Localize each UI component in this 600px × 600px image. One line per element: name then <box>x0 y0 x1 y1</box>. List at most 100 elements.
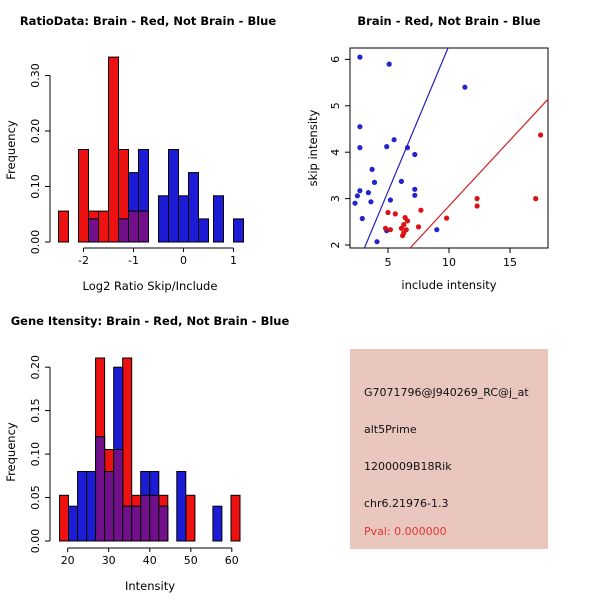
hist-bar-blue <box>86 471 97 542</box>
intensity-scatter-xlabel: include intensity <box>401 278 496 292</box>
scatter-point-blue <box>462 84 468 90</box>
hist-bar-red <box>98 210 109 243</box>
scatter-point-blue <box>387 197 393 203</box>
hist-bar-blue <box>178 195 189 243</box>
scatter-point-blue <box>404 145 411 151</box>
y-tick-label: 0.05 <box>29 485 42 510</box>
hist-bar-overlap <box>128 210 139 243</box>
hist-bar-overlap <box>140 494 151 542</box>
x-tick-label: 50 <box>184 554 198 567</box>
x-tick-label: 15 <box>503 256 517 269</box>
pval-text: Pval: 0.000000 <box>364 525 447 538</box>
scatter-point-blue <box>398 178 404 184</box>
intensity-scatter-plot-area: 5 10 15 2 3 4 5 6 <box>329 47 549 269</box>
ratio-histogram-xlabel: Log2 Ratio Skip/Include <box>83 279 218 293</box>
scatter-point-red <box>402 215 408 221</box>
hist-bar-red <box>108 56 119 243</box>
x-tick-label: 5 <box>385 256 392 269</box>
intensity-scatter-title: Brain - Red, Not Brain - Blue <box>357 14 540 28</box>
hist-bar-overlap <box>131 505 142 542</box>
hist-bar-red <box>185 494 196 542</box>
info-panel: G7071796@J940269_RC@j_at alt5Prime 12000… <box>300 300 600 600</box>
x-tick-label: -2 <box>78 254 89 267</box>
scatter-point-blue <box>359 215 365 222</box>
scatter-point-red <box>382 225 389 231</box>
scatter-point-red <box>401 222 407 228</box>
x-tick-label: 20 <box>61 554 75 567</box>
locus-text: chr6.21976-1.3 <box>364 497 449 510</box>
scatter-point-red <box>474 196 480 202</box>
gene-intensity-histogram-title: Gene Itensity: Brain - Red, Not Brain - … <box>11 314 290 328</box>
scatter-point-blue <box>365 190 371 196</box>
hist-bar-overlap <box>88 218 99 243</box>
y-tick-label: 0.00 <box>29 529 42 554</box>
y-tick-label: 0.20 <box>29 119 42 144</box>
hist-bar-blue <box>233 218 244 243</box>
y-tick-label: 0.20 <box>29 355 42 380</box>
hist-bar-blue <box>188 172 199 243</box>
scatter-point-blue <box>352 200 358 206</box>
x-tick-label: 1 <box>230 254 237 267</box>
gene-intensity-histogram-xlabel: Intensity <box>125 579 175 593</box>
x-tick-label: -1 <box>128 254 139 267</box>
gene-name-text: 1200009B18Rik <box>364 460 452 473</box>
probe-id-text: G7071796@J940269_RC@j_at <box>364 386 529 399</box>
hist-bar-overlap <box>113 449 124 542</box>
hist-bar-blue <box>213 195 224 243</box>
y-tick-label: 3 <box>329 195 342 202</box>
scatter-point-red <box>392 211 398 217</box>
hist-bar-overlap <box>138 210 149 243</box>
fit-line-brain-fit <box>409 98 549 249</box>
scatter-point-red <box>533 196 539 202</box>
ratio-histogram-chart: RatioData: Brain - Red, Not Brain - Blue… <box>4 14 277 293</box>
hist-bar-overlap <box>104 471 115 542</box>
gene-intensity-histogram-plot-area: 0.00 0.05 0.10 0.15 0.20 20 30 40 50 60 <box>29 355 241 567</box>
scatter-point-blue <box>374 239 380 245</box>
ratio-histogram-ylabel: Frequency <box>4 120 18 180</box>
y-tick-label: 0.10 <box>29 174 42 199</box>
hist-bar-blue <box>77 471 88 542</box>
scatter-point-red <box>385 209 391 216</box>
hist-bar-blue <box>212 505 223 542</box>
y-tick-label: 2 <box>329 242 342 249</box>
hist-bar-blue <box>176 471 187 542</box>
y-tick-label: 0.15 <box>29 398 42 423</box>
y-tick-label: 0.00 <box>29 230 42 255</box>
ratio-histogram-title: RatioData: Brain - Red, Not Brain - Blue <box>20 14 277 28</box>
scatter-point-blue <box>357 124 363 130</box>
y-tick-label: 5 <box>329 102 342 109</box>
hist-bar-overlap <box>95 436 106 542</box>
intensity-scatter-chart: Brain - Red, Not Brain - Blue include in… <box>306 14 549 292</box>
y-tick-label: 4 <box>329 149 342 156</box>
gene-intensity-histogram-chart: Gene Itensity: Brain - Red, Not Brain - … <box>4 314 290 593</box>
scatter-point-red <box>538 132 544 138</box>
gene-intensity-histogram-ylabel: Frequency <box>4 422 18 482</box>
ratio-histogram-plot-area: 0.00 0.10 0.20 0.30 -2 -1 0 1 <box>29 56 244 267</box>
hist-bar-red <box>59 494 69 542</box>
ratio-histogram-panel: RatioData: Brain - Red, Not Brain - Blue… <box>0 0 300 300</box>
scatter-point-blue <box>369 166 375 172</box>
scatter-point-blue <box>384 144 390 150</box>
intensity-scatter-panel: Brain - Red, Not Brain - Blue include in… <box>300 0 600 300</box>
hist-bar-blue <box>158 195 169 243</box>
x-tick-label: 0 <box>180 254 187 267</box>
scatter-point-blue <box>391 137 397 143</box>
hist-bar-blue <box>168 149 179 243</box>
scatter-point-blue <box>412 192 418 198</box>
y-tick-label: 6 <box>329 56 342 63</box>
y-tick-label: 0.10 <box>29 442 42 467</box>
x-tick-label: 40 <box>143 554 157 567</box>
hist-bar-overlap <box>118 218 129 243</box>
hist-bar-overlap <box>158 505 169 542</box>
scatter-point-blue <box>357 54 363 60</box>
scatter-point-red <box>418 207 424 213</box>
x-tick-label: 10 <box>442 256 456 269</box>
scatter-point-blue <box>412 151 418 158</box>
intensity-scatter-ylabel: skip intensity <box>306 109 320 186</box>
hist-bar-overlap <box>149 494 160 542</box>
hist-bar-red <box>58 210 69 243</box>
scatter-point-red <box>415 224 422 230</box>
hist-bar-blue <box>198 218 209 243</box>
scatter-point-blue <box>412 186 418 192</box>
